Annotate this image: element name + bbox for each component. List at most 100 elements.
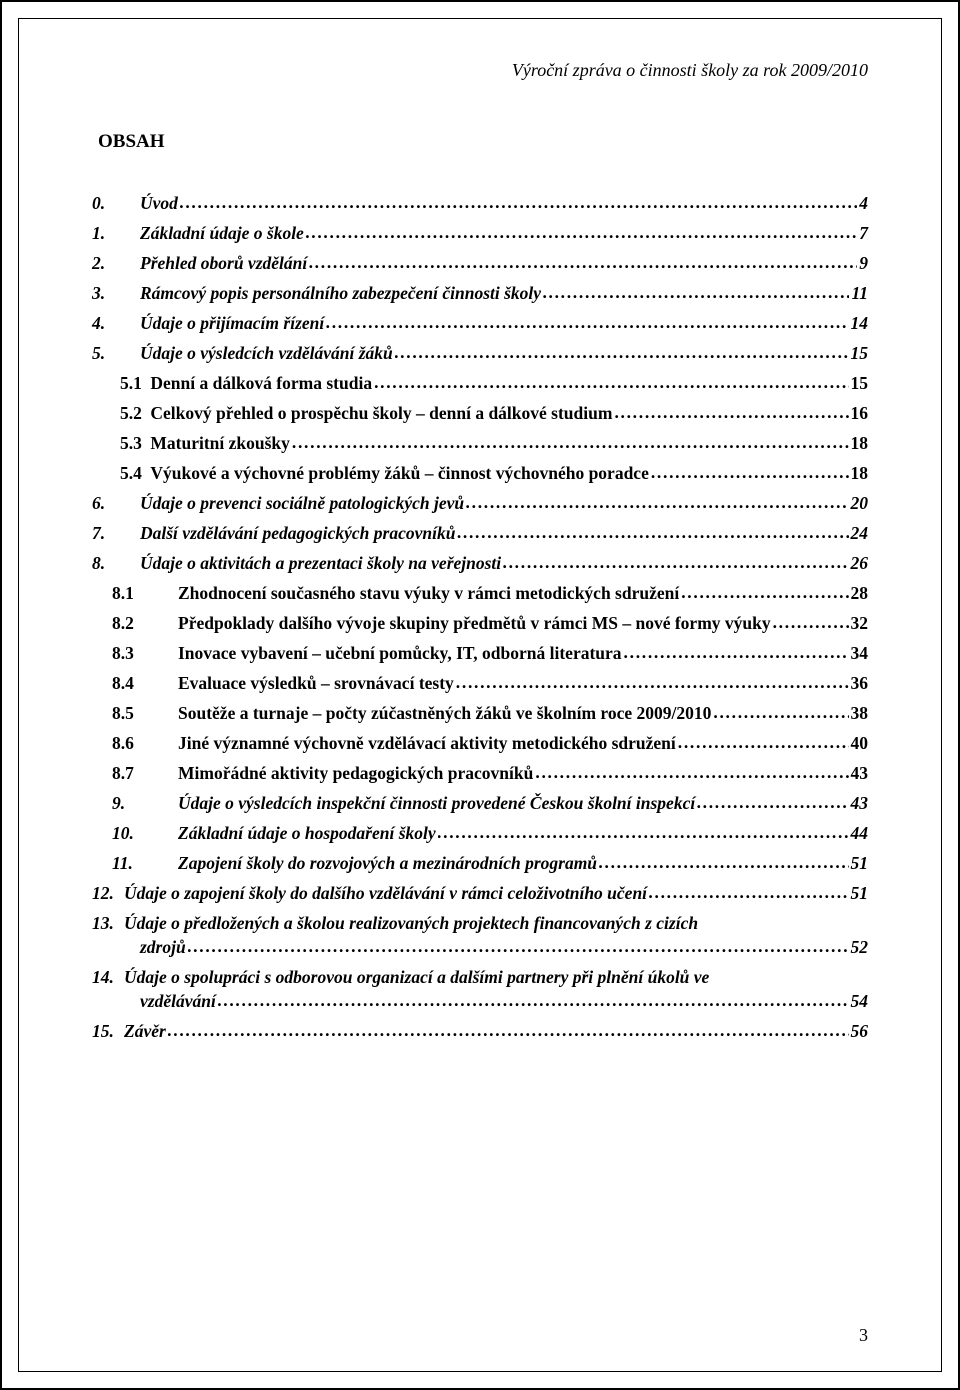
toc-number: 8.3 [92,643,178,664]
toc-entry: 6. Údaje o prevenci sociálně patologický… [92,493,868,514]
toc-number: 8.7 [92,763,178,784]
toc-number: 6. [92,493,140,514]
toc-label: Inovace vybavení – učební pomůcky, IT, o… [178,643,622,664]
toc-entry: 9. Údaje o výsledcích inspekční činnosti… [92,793,868,814]
toc-label: Další vzdělávání pedagogických pracovník… [140,523,455,544]
toc-label: Údaje o předložených a školou realizovan… [124,913,698,934]
toc-sub-entry: 5.1 Denní a dálková forma studia .......… [92,373,868,394]
toc-page: 43 [851,793,869,814]
toc-label: zdrojů [140,937,186,958]
toc-page: 7 [859,223,868,244]
toc-label: Údaje o výsledcích inspekční činnosti pr… [178,793,695,814]
toc-entry: 8. Údaje o aktivitách a prezentaci školy… [92,553,868,574]
toc-sub-entry: 8.7 Mimořádné aktivity pedagogických pra… [92,763,868,784]
toc-number: 15. [92,1021,124,1042]
toc-number: 4. [92,313,140,334]
toc-title: OBSAH [92,131,868,153]
toc-leader: ........................................… [306,222,857,243]
toc-leader: ........................................… [503,552,848,573]
page: Výroční zpráva o činnosti školy za rok 2… [0,0,960,1390]
toc-leader: ........................................… [456,672,849,693]
toc-entry: 1. Základní údaje o škole ..............… [92,223,868,244]
toc-sub-entry: 8.1 Zhodnocení současného stavu výuky v … [92,583,868,604]
toc-label: Denní a dálková forma studia [150,373,372,394]
toc-leader: ........................................… [438,822,849,843]
toc-page: 15 [851,343,869,364]
toc-page: 54 [851,991,869,1012]
page-header: Výroční zpráva o činnosti školy za rok 2… [92,54,868,81]
toc-leader: ........................................… [180,192,857,213]
toc-label: Závěr [124,1021,166,1042]
toc-number: 8.2 [92,613,178,634]
toc-entry: 12. Údaje o zapojení školy do dalšího vz… [92,883,868,904]
toc-number: 13. [92,913,124,934]
toc-number: 8. [92,553,140,574]
toc-sub-entry: 5.2 Celkový přehled o prospěchu školy – … [92,403,868,424]
toc-page: 36 [851,673,869,694]
toc-page: 52 [851,937,869,958]
toc-page: 28 [851,583,869,604]
toc-entry: 3. Rámcový popis personálního zabezpečen… [92,283,868,304]
toc-label: Údaje o výsledcích vzdělávání žáků [140,343,393,364]
toc-entry-continuation: vzdělávání .............................… [92,991,868,1012]
toc-page: 14 [851,313,869,334]
toc-page: 20 [851,493,869,514]
toc-label: Rámcový popis personálního zabezpečení č… [140,283,541,304]
toc-page: 51 [851,853,869,874]
toc-label: Evaluace výsledků – srovnávací testy [178,673,454,694]
toc-page: 38 [851,703,869,724]
toc-leader: ........................................… [651,462,849,483]
toc-leader: ........................................… [543,282,849,303]
toc-entry: 2. Přehled oborů vzdělání ..............… [92,253,868,274]
toc-label: Zapojení školy do rozvojových a mezináro… [178,853,597,874]
toc-number: 5.2 [92,403,146,424]
toc-number: 5.1 [92,373,146,394]
toc-leader: ........................................… [713,702,848,723]
toc-entry: 4. Údaje o přijímacím řízení ...........… [92,313,868,334]
toc-number: 7. [92,523,140,544]
toc-leader: ........................................… [624,642,849,663]
toc-number: 8.1 [92,583,178,604]
toc-page: 32 [851,613,869,634]
toc-entry: 5. Údaje o výsledcích vzdělávání žáků ..… [92,343,868,364]
toc-leader: ........................................… [457,522,848,543]
toc-label: Mimořádné aktivity pedagogických pracovn… [178,763,533,784]
toc-page: 11 [851,283,868,304]
toc-label: vzdělávání [140,991,216,1012]
toc-leader: ........................................… [168,1020,849,1041]
toc-label: Přehled oborů vzdělání [140,253,307,274]
toc-sub-entry: 5.3 Maturitní zkoušky ..................… [92,433,868,454]
toc-page: 51 [851,883,869,904]
toc-page: 18 [851,433,869,454]
toc-leader: ........................................… [218,990,849,1011]
toc-entry: 14. Údaje o spolupráci s odborovou organ… [92,967,868,988]
toc-label: Úvod [140,193,178,214]
toc-entry: 10. Základní údaje o hospodaření školy .… [92,823,868,844]
toc-label: Údaje o přijímacím řízení [140,313,324,334]
toc-leader: ........................................… [326,312,848,333]
toc-label: Výukové a výchovné problémy žáků – činno… [150,463,648,484]
toc-label: Předpoklady dalšího vývoje skupiny předm… [178,613,771,634]
toc-number: 8.4 [92,673,178,694]
toc-page: 15 [851,373,869,394]
toc-number: 9. [92,793,178,814]
toc-page: 40 [851,733,869,754]
toc-label: Údaje o aktivitách a prezentaci školy na… [140,553,501,574]
toc-leader: ........................................… [773,612,849,633]
toc-number: 8.5 [92,703,178,724]
toc-number: 12. [92,883,124,904]
toc-entry-continuation: zdrojů .................................… [92,937,868,958]
page-number: 3 [859,1325,868,1346]
toc-leader: ........................................… [374,372,848,393]
toc-leader: ........................................… [309,252,857,273]
toc-number: 1. [92,223,140,244]
toc-page: 26 [851,553,869,574]
toc-sub-entry: 8.5 Soutěže a turnaje – počty zúčastněný… [92,703,868,724]
toc-entry: 15. Závěr ..............................… [92,1021,868,1042]
toc-entry: 13. Údaje o předložených a školou realiz… [92,913,868,934]
toc-page: 16 [851,403,869,424]
toc-entry: 11. Zapojení školy do rozvojových a mezi… [92,853,868,874]
toc-number: 5. [92,343,140,364]
toc-page: 34 [851,643,869,664]
toc-label: Údaje o prevenci sociálně patologických … [140,493,464,514]
